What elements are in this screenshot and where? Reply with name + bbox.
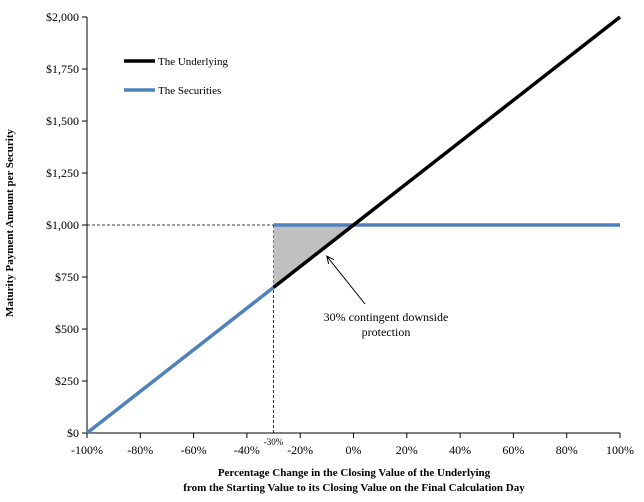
y-tick-label: $1,250 <box>46 166 79 180</box>
y-tick-label: $1,000 <box>46 218 79 232</box>
x-tick-label: -80% <box>127 443 153 457</box>
x-tick-label: 60% <box>502 443 524 457</box>
x-tick-label: -20% <box>287 443 313 457</box>
y-tick-label: $750 <box>55 270 79 284</box>
legend: The Underlying The Securities <box>124 56 228 97</box>
axes <box>82 16 621 438</box>
y-tick-label: $1,500 <box>46 114 79 128</box>
annotation-arrow-line <box>326 255 366 305</box>
x-tick-label: 80% <box>556 443 578 457</box>
y-axis-title: Maturity Payment Amount per Security <box>4 129 16 317</box>
y-tick-label: $250 <box>55 374 79 388</box>
x-tick-labels: -100% -80% -60% -40% -20% 0% 20% 40% 60% 80% 100% -… <box>71 437 634 457</box>
minus-30-marker-label: -30% <box>264 437 284 447</box>
y-tick-label: $1,750 <box>46 62 79 76</box>
underlying-line <box>272 15 622 289</box>
x-tick-label: 20% <box>396 443 418 457</box>
y-tick-label: $2,000 <box>46 10 79 24</box>
x-axis-title-line-1: Percentage Change in the Closing Value o… <box>218 467 491 479</box>
x-tick-label: -100% <box>71 443 103 457</box>
y-tick-label: $0 <box>67 426 79 440</box>
y-tick-label: $500 <box>55 322 79 336</box>
reference-lines <box>87 224 274 433</box>
x-tick-label: -40% <box>234 443 260 457</box>
x-tick-label: -60% <box>181 443 207 457</box>
legend-label-underlying: The Underlying <box>158 56 228 68</box>
x-tick-label: 0% <box>346 443 362 457</box>
x-tick-label: 40% <box>449 443 471 457</box>
x-axis-title-line-2: from the Starting Value to its Closing V… <box>183 482 525 494</box>
series-lines <box>85 15 622 435</box>
x-tick-label: 100% <box>606 443 634 457</box>
legend-label-securities: The Securities <box>158 85 221 97</box>
securities-line-segment-1 <box>85 286 275 435</box>
annotation-arrow-head <box>326 255 335 265</box>
y-tick-labels: $0 $250 $500 $750 $1,000 $1,250 $1,500 $1,750 $2… <box>46 10 79 440</box>
annotation-text-line-1: 30% contingent downside <box>324 310 449 324</box>
annotation-text-line-2: protection <box>362 325 411 339</box>
